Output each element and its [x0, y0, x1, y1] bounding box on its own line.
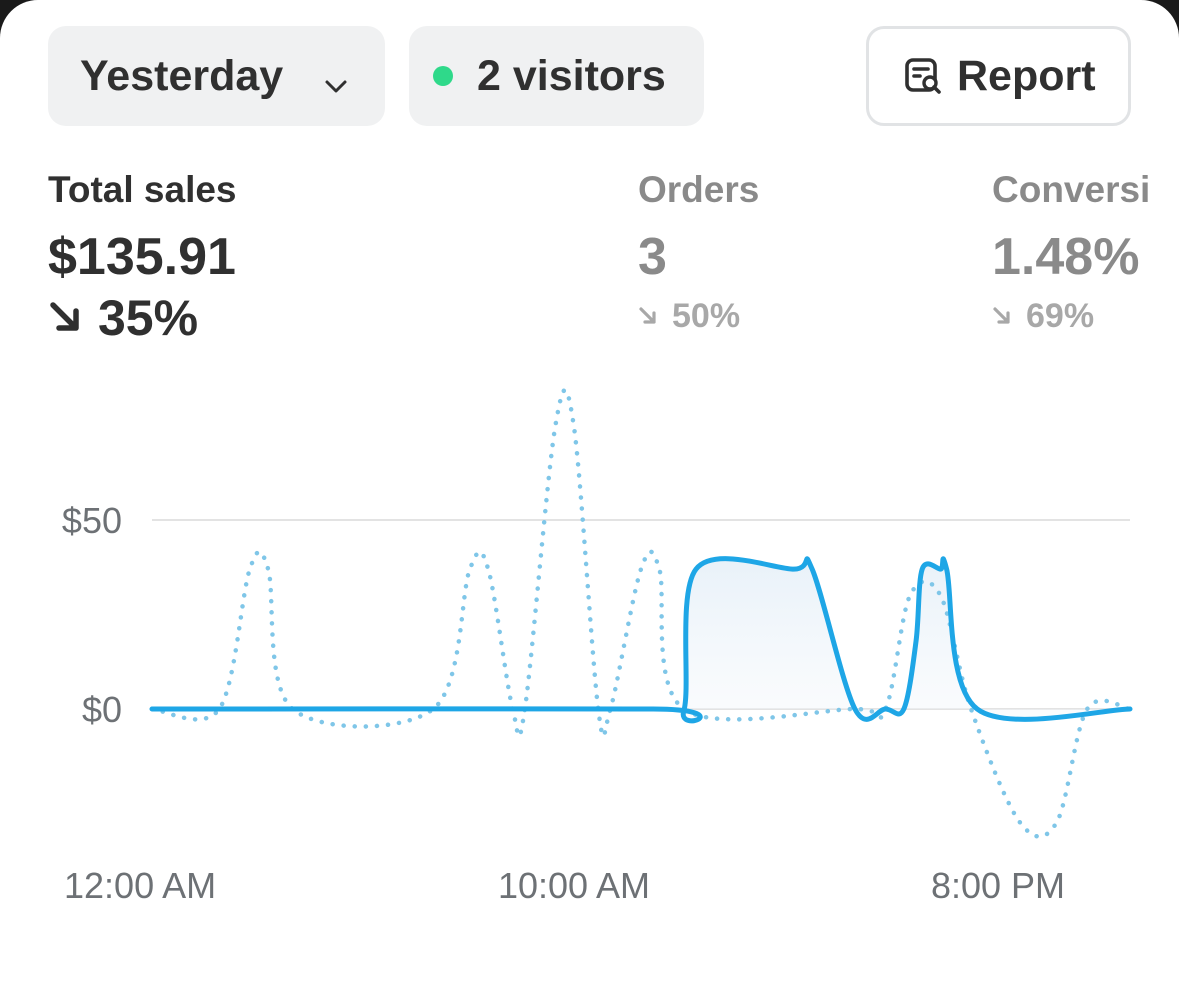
report-label: Report: [957, 51, 1096, 100]
x-tick-label: 8:00 PM: [931, 865, 1065, 906]
arrow-down-right-icon: [50, 302, 79, 331]
chevron-down-icon: [322, 62, 350, 111]
metric-change: 69%: [992, 292, 1150, 340]
metric-value: 3: [638, 228, 667, 286]
arrow-down-right-icon: [639, 307, 656, 324]
metric-orders[interactable]: Orders 3 50%: [638, 168, 759, 340]
metric-change: 50%: [638, 292, 759, 340]
metric-conversion[interactable]: Conversi 1.48% 69%: [992, 168, 1150, 340]
live-visitors-badge[interactable]: 2 visitors: [409, 26, 704, 126]
metric-label: Orders: [638, 169, 760, 210]
metric-change: 35%: [48, 290, 237, 346]
metric-value: 1.48%: [992, 228, 1140, 286]
metric-change-value: 35%: [98, 290, 199, 346]
arrow-down-right-icon: [993, 307, 1010, 324]
visitors-count: 2 visitors: [477, 51, 666, 100]
y-tick-label: $0: [82, 689, 122, 730]
report-search-icon: [903, 56, 943, 96]
series-line-comparison: [149, 387, 1133, 839]
metric-label: Total sales: [48, 169, 237, 210]
metric-label: Conversi: [992, 169, 1151, 210]
date-range-button[interactable]: Yesterday: [48, 26, 385, 126]
x-tick-label: 12:00 AM: [64, 865, 216, 906]
live-status-dot: [433, 66, 453, 86]
date-range-label: Yesterday: [80, 51, 284, 100]
metric-change-value: 69%: [1026, 296, 1095, 335]
metric-value: $135.91: [48, 228, 236, 286]
y-tick-label: $50: [62, 500, 122, 541]
x-tick-label: 10:00 AM: [498, 865, 650, 906]
metric-change-value: 50%: [672, 296, 741, 335]
metric-total-sales[interactable]: Total sales $135.91 35%: [48, 168, 237, 346]
series-line-sales: [149, 556, 1133, 724]
sales-chart[interactable]: $50 $0 12:00 AM 10:00 AM 8:00 PM: [0, 0, 1179, 964]
series-area: [152, 558, 1130, 721]
report-button[interactable]: Report: [866, 26, 1131, 126]
